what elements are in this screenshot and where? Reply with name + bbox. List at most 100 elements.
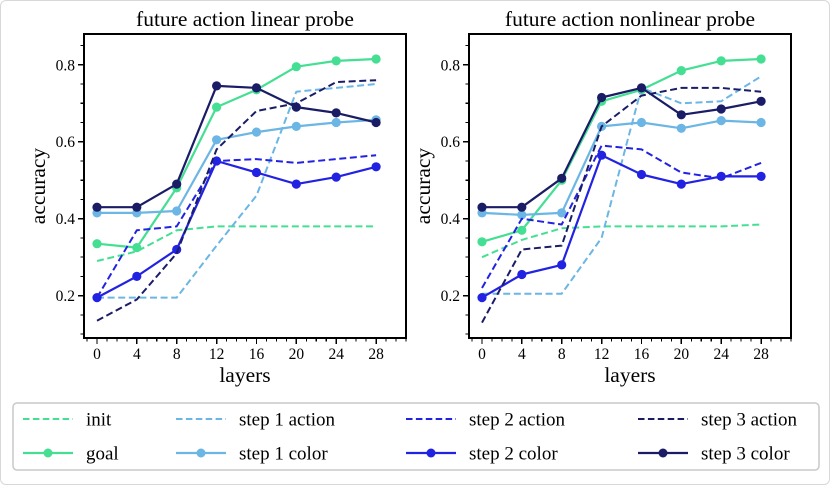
data-point-marker <box>172 179 182 189</box>
x-tick-label: 4 <box>133 346 141 363</box>
data-point-marker <box>676 123 686 133</box>
legend-label-init: init <box>86 409 112 430</box>
data-point-marker <box>477 237 487 247</box>
data-point-marker <box>251 127 262 137</box>
data-point-marker <box>212 102 222 112</box>
data-point-marker <box>557 260 567 270</box>
x-axis-label: layers <box>604 363 655 387</box>
data-point-marker <box>291 102 301 112</box>
y-tick-label: 0.4 <box>56 211 76 228</box>
series-markers-goal <box>92 54 381 253</box>
data-point-marker <box>331 108 341 118</box>
axes-frame <box>83 33 407 339</box>
data-point-marker <box>597 92 607 103</box>
series-line-step-3-action <box>481 86 762 324</box>
x-tick-label: 8 <box>558 346 566 363</box>
x-tick-label: 0 <box>478 346 486 363</box>
y-tick-label: 0.2 <box>441 288 460 305</box>
data-point-marker <box>251 167 262 178</box>
data-point-marker <box>331 56 341 66</box>
x-axis-label: layers <box>219 363 270 387</box>
data-point-marker <box>251 83 262 93</box>
data-point-marker <box>716 116 726 126</box>
x-tick-label: 24 <box>713 346 729 363</box>
x-tick-label: 12 <box>594 346 610 363</box>
legend-marker-step-3-color <box>658 448 668 458</box>
series-line-step-1-color <box>95 118 378 214</box>
x-tick-label: 0 <box>93 346 101 363</box>
data-point-marker <box>756 54 766 64</box>
legend-entry-step-3-action: step 3 action <box>638 409 798 430</box>
data-point-marker <box>291 62 301 72</box>
data-point-marker <box>92 293 102 303</box>
data-point-marker <box>331 172 341 182</box>
data-point-marker <box>557 173 567 183</box>
y-tick-label: 0.6 <box>441 134 461 151</box>
data-point-marker <box>371 54 381 64</box>
data-point-marker <box>716 56 726 66</box>
legend-entry-step-2-action: step 2 action <box>406 409 566 430</box>
data-point-marker <box>477 293 487 303</box>
axis-ticks <box>78 44 407 344</box>
data-point-marker <box>92 202 102 212</box>
legend-label-step-3-action: step 3 action <box>701 409 798 430</box>
y-tick-label: 0.8 <box>441 57 461 74</box>
data-point-marker <box>132 202 142 212</box>
legend-label-goal: goal <box>86 443 119 464</box>
y-tick-label: 0.6 <box>56 134 76 151</box>
series-markers-step-2-color <box>92 156 381 303</box>
data-point-marker <box>212 135 222 145</box>
data-point-marker <box>636 169 647 180</box>
y-axis-label: accuracy <box>411 148 435 225</box>
legend-entry-step-2-color: step 2 color <box>406 443 558 464</box>
data-point-marker <box>597 150 607 160</box>
data-point-marker <box>756 171 766 181</box>
data-point-marker <box>676 179 686 189</box>
data-point-marker <box>132 243 142 253</box>
data-point-marker <box>676 110 686 120</box>
plot-future-action-linear-probe: 0 4 8 12 16 20 24 28 0.2 0.4 0.6 0.8 future action l… <box>26 7 407 387</box>
x-tick-label: 24 <box>328 346 344 363</box>
series-markers-step-3-color <box>92 81 381 212</box>
data-point-marker <box>716 171 726 181</box>
data-point-marker <box>291 121 301 131</box>
x-tick-label: 20 <box>289 346 305 363</box>
legend-entry-goal: goal <box>23 443 119 464</box>
data-point-marker <box>132 271 142 281</box>
series-markers-step-2-color <box>477 150 766 303</box>
y-tick-label: 0.8 <box>56 57 76 74</box>
legend-marker-step-1-color <box>196 448 206 458</box>
axes-frame <box>468 33 792 339</box>
x-tick-label: 28 <box>368 346 384 363</box>
legend-label-step-1-action: step 1 action <box>239 409 336 430</box>
data-point-marker <box>557 208 567 218</box>
series-line-init <box>96 225 377 262</box>
x-tick-label: 12 <box>209 346 225 363</box>
data-point-marker <box>517 202 527 212</box>
series-line-step-2-color <box>95 159 378 299</box>
x-tick-label: 16 <box>249 346 265 363</box>
x-tick-label: 4 <box>518 346 526 363</box>
x-tick-label: 16 <box>634 346 650 363</box>
data-point-marker <box>212 156 222 166</box>
series-line-step-2-action <box>96 154 377 299</box>
data-point-marker <box>477 202 487 212</box>
data-point-marker <box>371 117 381 128</box>
series-line-init <box>481 223 762 259</box>
legend: init step 1 action step 2 action step 3 act… <box>12 402 820 471</box>
data-point-marker <box>636 83 647 93</box>
data-point-marker <box>172 206 182 216</box>
series-line-step-1-action <box>97 83 377 299</box>
legend-box <box>12 402 820 471</box>
y-tick-label: 0.4 <box>441 211 461 228</box>
data-point-marker <box>716 104 726 114</box>
series-markers-step-3-color <box>477 83 766 212</box>
plot-future-action-nonlinear-probe: 0 4 8 12 16 20 24 28 0.2 0.4 0.6 0.8 future action n… <box>411 7 792 387</box>
y-tick-label: 0.2 <box>56 288 75 305</box>
data-point-marker <box>756 117 766 128</box>
data-point-marker <box>636 117 647 128</box>
y-axis-label: accuracy <box>26 148 50 225</box>
plot-title: future action nonlinear probe <box>505 7 755 31</box>
